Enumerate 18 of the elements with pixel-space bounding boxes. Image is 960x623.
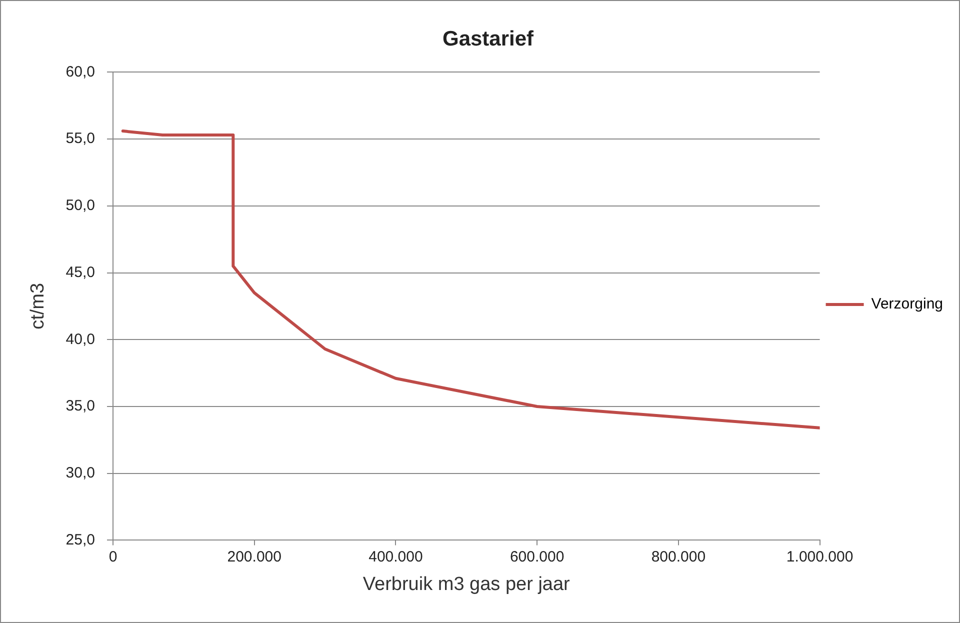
x-tick-label: 400.000 bbox=[368, 548, 423, 566]
x-tick-label: 1.000.000 bbox=[786, 548, 854, 566]
y-tick-label: 25,0 bbox=[66, 531, 95, 548]
x-tick-label: 800.000 bbox=[651, 548, 706, 566]
y-tick-label: 35,0 bbox=[66, 398, 95, 415]
y-tick-label: 30,0 bbox=[66, 464, 95, 482]
y-tick-label: 60,0 bbox=[66, 63, 95, 80]
x-tick-label: 0 bbox=[108, 548, 118, 566]
x-tick-label: 600.000 bbox=[510, 548, 564, 566]
chart-title: Gastarief bbox=[442, 27, 535, 50]
y-tick-label: 40,0 bbox=[66, 330, 95, 348]
legend-label: Verzorging bbox=[871, 296, 944, 313]
y-tick-label: 50,0 bbox=[66, 197, 95, 214]
x-axis-title: Verbruik m3 gas per jaar bbox=[362, 574, 571, 595]
x-tick-label: 200.000 bbox=[227, 548, 282, 566]
y-tick-label: 45,0 bbox=[66, 264, 95, 281]
y-axis-title: ct/m3 bbox=[28, 282, 49, 330]
y-tick-label: 55,0 bbox=[66, 130, 95, 148]
